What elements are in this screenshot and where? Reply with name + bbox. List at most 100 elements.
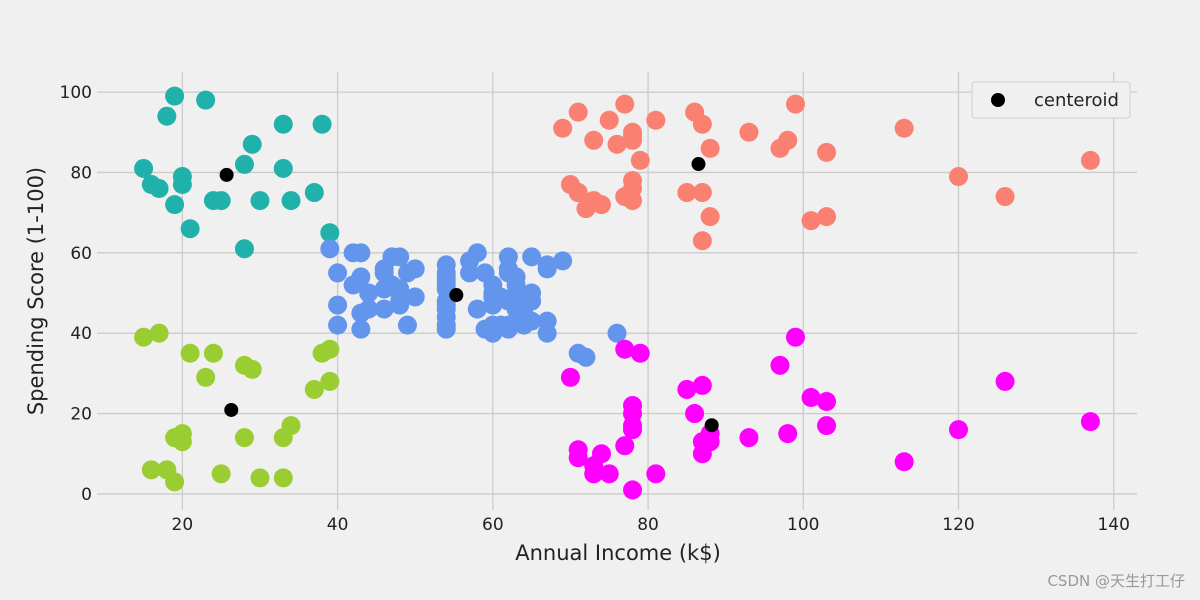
cluster-1-point — [149, 179, 169, 199]
cluster-5-point — [599, 464, 619, 484]
cluster-3-point — [537, 323, 557, 343]
cluster-5-point — [801, 387, 821, 407]
cluster-3-point — [359, 283, 379, 303]
cluster-1-point — [180, 219, 200, 239]
cluster-4-point — [553, 118, 573, 138]
cluster-2-point — [320, 339, 340, 359]
cluster-5-point — [568, 448, 588, 468]
cluster-4-point — [568, 183, 588, 203]
cluster-5-point — [646, 464, 666, 484]
cluster-4-point — [692, 231, 712, 251]
cluster-1-point — [304, 183, 324, 203]
cluster-5-point — [685, 404, 705, 424]
cluster-1-point — [234, 154, 254, 174]
x-tick-label: 20 — [172, 515, 194, 535]
cluster-3-point — [436, 299, 456, 319]
cluster-4-point — [995, 187, 1015, 207]
cluster-1-point — [165, 86, 185, 106]
x-axis-title: Annual Income (k$) — [515, 541, 721, 565]
cluster-3-point — [320, 239, 340, 259]
cluster-5-point — [623, 404, 643, 424]
cluster-3-point — [436, 255, 456, 275]
centroid-point — [224, 402, 239, 417]
cluster-2-point — [180, 343, 200, 363]
cluster-2-point — [141, 460, 161, 480]
cluster-5-point — [692, 375, 712, 395]
cluster-4-point — [646, 110, 666, 130]
cluster-5-point — [739, 428, 759, 448]
cluster-3-point — [374, 299, 394, 319]
cluster-5-point — [591, 444, 611, 464]
cluster-3-point — [405, 287, 425, 307]
cluster-1-point — [250, 191, 270, 211]
cluster-5-point — [623, 480, 643, 500]
y-tick-label: 20 — [70, 405, 92, 425]
x-tick-label: 60 — [482, 515, 504, 535]
cluster-4-point — [591, 195, 611, 215]
cluster-3-point — [359, 299, 379, 319]
cluster-2-point — [149, 323, 169, 343]
cluster-2-point — [250, 468, 270, 488]
cluster-2-point — [273, 468, 293, 488]
cluster-4-point — [677, 183, 697, 203]
cluster-1-point — [196, 90, 216, 110]
data-points — [134, 86, 1100, 500]
cluster-1-point — [172, 166, 192, 186]
cluster-1-point — [273, 114, 293, 134]
cluster-3-point — [553, 251, 573, 271]
cluster-3-point — [522, 283, 542, 303]
cluster-3-point — [328, 263, 348, 283]
cluster-3-point — [328, 315, 348, 335]
cluster-5-point — [786, 327, 806, 347]
cluster-4-point — [700, 207, 720, 227]
cluster-3-point — [576, 347, 596, 367]
cluster-5-point — [894, 452, 914, 472]
cluster-2-point — [196, 367, 216, 387]
cluster-3-point — [460, 263, 480, 283]
cluster-4-point — [623, 191, 643, 211]
x-tick-label: 140 — [1097, 515, 1129, 535]
cluster-2-point — [134, 327, 154, 347]
x-tick-label: 100 — [787, 515, 819, 535]
legend-marker — [991, 93, 1005, 107]
cluster-3-point — [405, 259, 425, 279]
y-tick-label: 100 — [60, 83, 92, 103]
cluster-4-point — [817, 142, 837, 162]
cluster-4-point — [615, 94, 635, 114]
cluster-2-point — [281, 416, 301, 436]
cluster-5-point — [770, 355, 790, 375]
x-tick-label: 80 — [637, 515, 659, 535]
cluster-3-point — [390, 295, 410, 315]
cluster-4-point — [948, 166, 968, 186]
cluster-3-point — [467, 299, 487, 319]
centroid-point — [449, 288, 464, 303]
cluster-1-point — [234, 239, 254, 259]
y-tick-label: 40 — [70, 324, 92, 344]
cluster-2-point — [234, 428, 254, 448]
cluster-5-point — [560, 367, 580, 387]
cluster-4-point — [630, 150, 650, 170]
cluster-4-point — [817, 207, 837, 227]
cluster-5-point — [995, 371, 1015, 391]
x-tick-label: 40 — [327, 515, 349, 535]
legend-label: centeroid — [1034, 90, 1119, 111]
cluster-3-point — [506, 267, 526, 287]
legend: centeroid — [971, 81, 1131, 119]
y-tick-label: 80 — [70, 163, 92, 183]
cluster-4-point — [786, 94, 806, 114]
cluster-1-point — [211, 191, 231, 211]
cluster-3-point — [351, 267, 371, 287]
legend-box — [971, 81, 1131, 119]
y-axis-title: Spending Score (1-100) — [24, 167, 48, 415]
cluster-5-point — [1080, 412, 1100, 432]
cluster-1-point — [320, 223, 340, 243]
cluster-1-point — [312, 114, 332, 134]
centroid-point — [704, 418, 719, 433]
cluster-1-point — [134, 158, 154, 178]
cluster-2-point — [165, 472, 185, 492]
cluster-4-point — [894, 118, 914, 138]
cluster-3-point — [607, 323, 627, 343]
cluster-2-point — [203, 343, 223, 363]
cluster-4-point — [623, 170, 643, 190]
